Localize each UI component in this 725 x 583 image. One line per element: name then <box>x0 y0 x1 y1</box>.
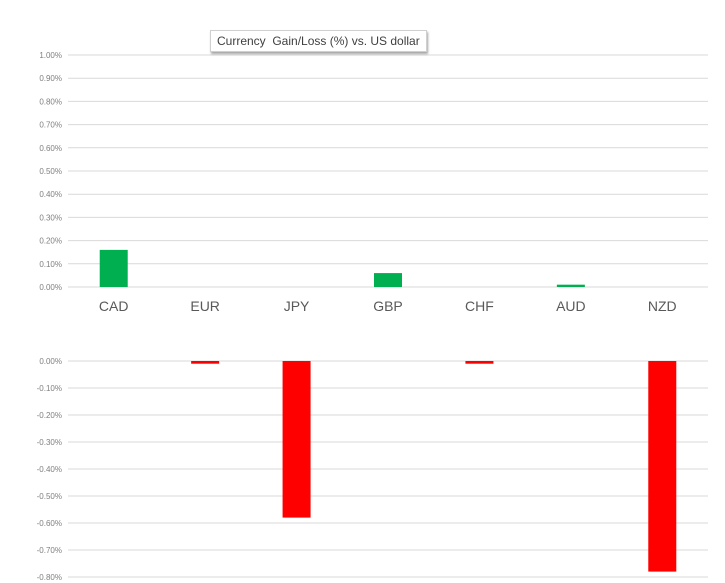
category-label-chf: CHF <box>465 298 494 314</box>
top-y-tick-label: 0.20% <box>39 237 62 246</box>
bottom-chart-y-axis: 0.00% -0.10% -0.20% -0.30% -0.40% -0.50% -0.60… <box>37 357 62 582</box>
top-y-tick-label: 0.40% <box>39 190 62 199</box>
top-chart-x-axis: CAD EUR JPY GBP CHF AUD NZD <box>99 298 677 314</box>
category-label-eur: EUR <box>190 298 220 314</box>
top-chart-gridlines <box>68 54 708 288</box>
bottom-y-tick-label: 0.00% <box>39 357 62 366</box>
bottom-y-tick-label: -0.80% <box>37 573 62 582</box>
category-label-jpy: JPY <box>284 298 310 314</box>
bottom-y-tick-label: -0.60% <box>37 519 62 528</box>
bottom-y-tick-label: -0.20% <box>37 411 62 420</box>
category-label-gbp: GBP <box>373 298 403 314</box>
top-y-tick-label: 0.50% <box>39 167 62 176</box>
top-y-tick-label: 0.10% <box>39 260 62 269</box>
bottom-y-tick-label: -0.40% <box>37 465 62 474</box>
bottom-y-tick-label: -0.50% <box>37 492 62 501</box>
bottom-chart-gridlines <box>68 360 708 578</box>
top-chart-bars <box>99 249 585 287</box>
bottom-chart-bars <box>191 361 677 572</box>
top-bar-aud <box>556 284 585 287</box>
chart-title: Currency Gain/Loss (%) vs. US dollar <box>210 30 427 52</box>
top-bar-gbp <box>374 273 402 287</box>
top-y-tick-label: 0.00% <box>39 283 62 292</box>
top-bar-cad <box>99 249 128 287</box>
bottom-bar-chf <box>465 361 494 364</box>
top-y-tick-label: 1.00% <box>39 51 62 60</box>
top-chart-y-axis: 1.00% 0.90% 0.80% 0.70% 0.60% 0.50% 0.40% 0.30%… <box>39 51 62 292</box>
bottom-y-tick-label: -0.30% <box>37 438 62 447</box>
bottom-y-tick-label: -0.10% <box>37 384 62 393</box>
top-y-tick-label: 0.70% <box>39 121 62 130</box>
bottom-bar-eur <box>191 361 220 364</box>
top-y-tick-label: 0.60% <box>39 144 62 153</box>
bottom-y-tick-label: -0.70% <box>37 546 62 555</box>
top-y-tick-label: 0.90% <box>39 74 62 83</box>
top-y-tick-label: 0.80% <box>39 97 62 106</box>
bottom-bar-jpy <box>282 361 311 518</box>
category-label-cad: CAD <box>99 298 129 314</box>
bottom-bar-nzd <box>648 361 677 572</box>
category-label-nzd: NZD <box>648 298 677 314</box>
category-label-aud: AUD <box>556 298 586 314</box>
top-y-tick-label: 0.30% <box>39 213 62 222</box>
